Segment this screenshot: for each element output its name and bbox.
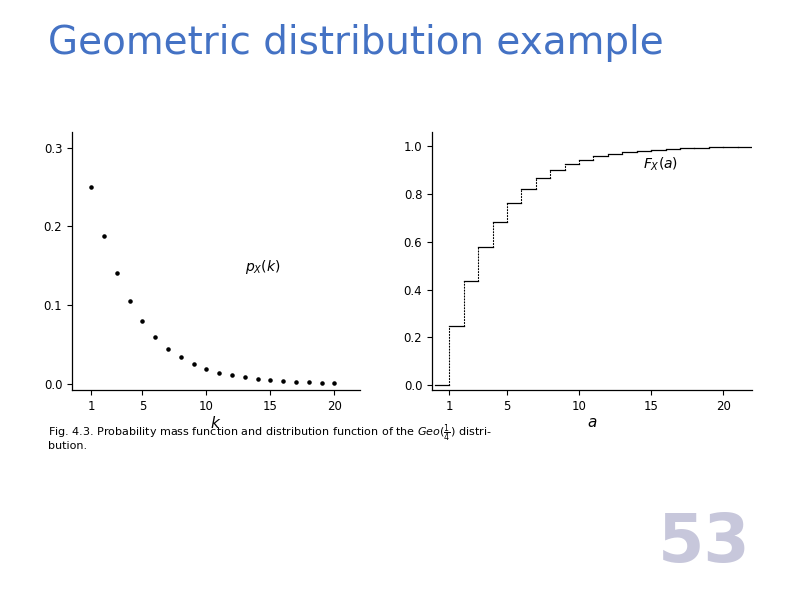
- Text: $F_X(a)$: $F_X(a)$: [643, 155, 678, 173]
- Text: $p_X(k)$: $p_X(k)$: [245, 259, 280, 277]
- X-axis label: $a$: $a$: [587, 415, 597, 430]
- Text: Fig. 4.3. Probability mass function and distribution function of the $Geo(\frac{: Fig. 4.3. Probability mass function and …: [48, 423, 492, 445]
- Text: bution.: bution.: [48, 441, 87, 451]
- Text: 53: 53: [658, 510, 750, 576]
- X-axis label: $k$: $k$: [210, 415, 222, 431]
- Text: Geometric distribution example: Geometric distribution example: [48, 24, 664, 62]
